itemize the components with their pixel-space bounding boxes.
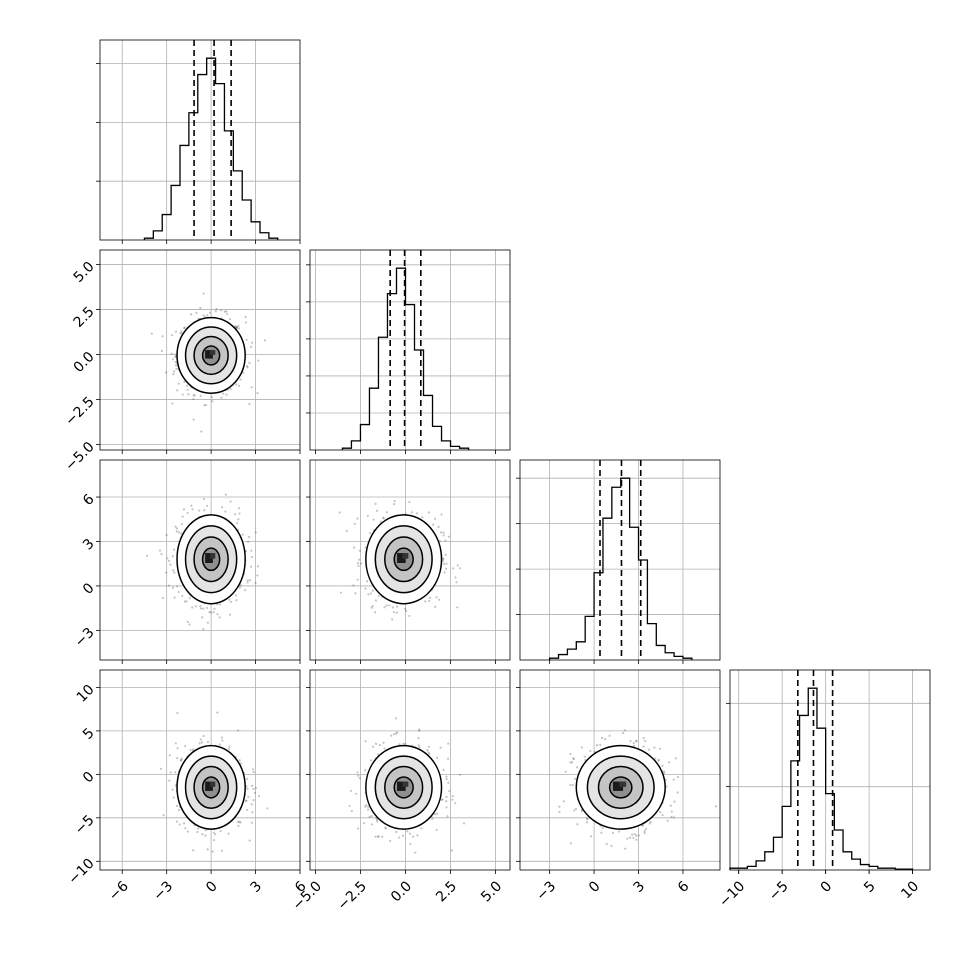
panel-frame xyxy=(99,669,301,871)
panel-frame xyxy=(729,669,931,871)
histogram-panel-0 xyxy=(96,39,301,244)
density-core xyxy=(209,781,216,787)
x-tick-label: 0 xyxy=(818,878,836,896)
histogram-step xyxy=(143,57,279,240)
joint-panel-1-0: −5.0 −2.5 0.0 2.5 5.0 xyxy=(62,249,301,474)
x-tick-label: 5 xyxy=(861,878,879,896)
panel-frame xyxy=(519,669,721,871)
joint-content xyxy=(558,729,718,850)
x-tick-label: 5.0 xyxy=(478,878,505,905)
panel-frame xyxy=(309,249,511,451)
histogram-panel-2 xyxy=(516,459,721,664)
x-tick-label: 10 xyxy=(898,878,922,902)
x-tick-label: −6 xyxy=(106,878,132,904)
x-tick-label: −3 xyxy=(150,878,176,904)
histogram-panel-1 xyxy=(306,249,511,454)
y-tick-label: −2.5 xyxy=(62,394,97,429)
density-core xyxy=(205,553,213,563)
x-tick-label: 0 xyxy=(203,878,221,896)
x-tick-label: 6 xyxy=(675,878,693,896)
density-core xyxy=(209,553,216,559)
joint-panel-3-2: −3 0 3 6 xyxy=(516,669,721,904)
panel-frame xyxy=(519,459,721,661)
joint-content xyxy=(348,717,466,854)
y-tick-label: −10 xyxy=(65,856,97,888)
y-tick-label: 0 xyxy=(80,769,98,787)
density-core xyxy=(209,350,216,355)
density-core xyxy=(397,553,406,563)
histogram-panel-3: −10 −5 0 5 10 xyxy=(716,669,931,911)
density-core xyxy=(205,781,213,791)
histogram-step xyxy=(341,267,470,450)
x-tick-label: 0 xyxy=(586,878,604,896)
y-tick-label: −5 xyxy=(72,812,98,838)
x-tick-label: −2.5 xyxy=(335,878,370,913)
y-tick-label: 0 xyxy=(80,580,98,598)
panel-frame xyxy=(99,39,301,241)
density-core xyxy=(619,781,627,787)
y-tick-label: −3 xyxy=(72,625,98,651)
y-tick-label: 0.0 xyxy=(71,349,98,376)
panel-frame xyxy=(99,459,301,661)
joint-panel-2-1 xyxy=(306,459,511,664)
density-core xyxy=(402,781,409,787)
y-tick-label: 10 xyxy=(74,682,98,706)
x-tick-label: −10 xyxy=(716,878,748,910)
density-core xyxy=(402,553,409,559)
x-tick-label: 0.0 xyxy=(388,878,415,905)
x-tick-label: 3 xyxy=(248,878,266,896)
joint-content xyxy=(145,493,260,631)
histogram-step xyxy=(729,687,914,870)
panel-frame xyxy=(309,669,511,871)
joint-content xyxy=(150,292,266,433)
x-tick-label: 2.5 xyxy=(433,878,460,905)
y-tick-label: 2.5 xyxy=(71,304,98,331)
density-core xyxy=(397,781,406,791)
density-core xyxy=(205,350,213,359)
joint-content xyxy=(159,711,269,853)
x-tick-label: 3 xyxy=(631,878,649,896)
y-tick-label: 5 xyxy=(80,725,98,743)
x-tick-label: −3 xyxy=(533,878,559,904)
x-tick-label: −5 xyxy=(766,878,792,904)
y-tick-label: 3 xyxy=(80,536,98,554)
joint-content xyxy=(338,500,461,621)
y-tick-label: 5.0 xyxy=(71,259,98,286)
density-core xyxy=(612,781,624,791)
y-tick-label: 6 xyxy=(80,491,98,509)
panel-frame xyxy=(99,249,301,451)
panel-frame xyxy=(309,459,511,661)
joint-panel-2-0: −3 0 3 6 xyxy=(72,459,301,664)
joint-panel-3-1: −5.0 −2.5 0.0 2.5 5.0 xyxy=(290,669,511,914)
y-tick-label: −5.0 xyxy=(62,439,97,474)
